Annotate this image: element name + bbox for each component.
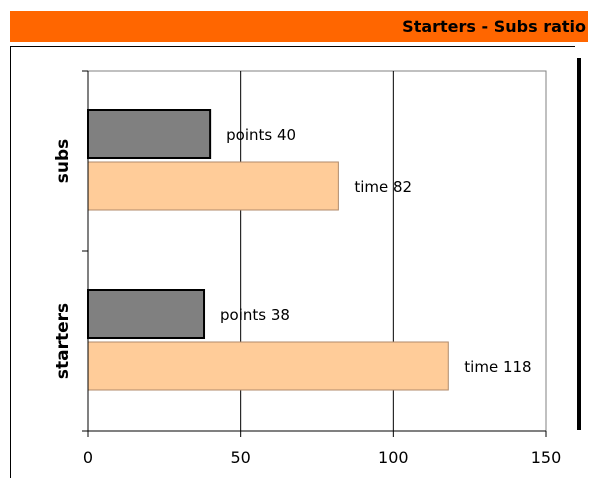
x-tick-label-2: 100: [378, 448, 409, 467]
bar-starters-points: [87, 289, 206, 339]
data-label-subs-points: points 40: [226, 126, 296, 144]
x-tick-label-0: 0: [83, 448, 93, 467]
chart-title-bar: Starters - Subs ratio: [10, 11, 588, 42]
category-label-subs: subs: [53, 139, 73, 184]
data-label-starters-points: points 38: [220, 306, 290, 324]
chart-right-border: [577, 58, 581, 430]
bar-subs-points: [87, 109, 212, 159]
data-label-starters-time: time 118: [464, 358, 531, 376]
data-label-subs-time: time 82: [354, 178, 412, 196]
x-tick-label-1: 50: [230, 448, 250, 467]
x-tick-label-3: 150: [531, 448, 562, 467]
chart-frame: [10, 46, 575, 478]
chart-title: Starters - Subs ratio: [402, 17, 586, 36]
bar-subs-time: [87, 161, 339, 211]
category-label-starters: starters: [53, 303, 73, 379]
bar-starters-time: [87, 341, 449, 391]
